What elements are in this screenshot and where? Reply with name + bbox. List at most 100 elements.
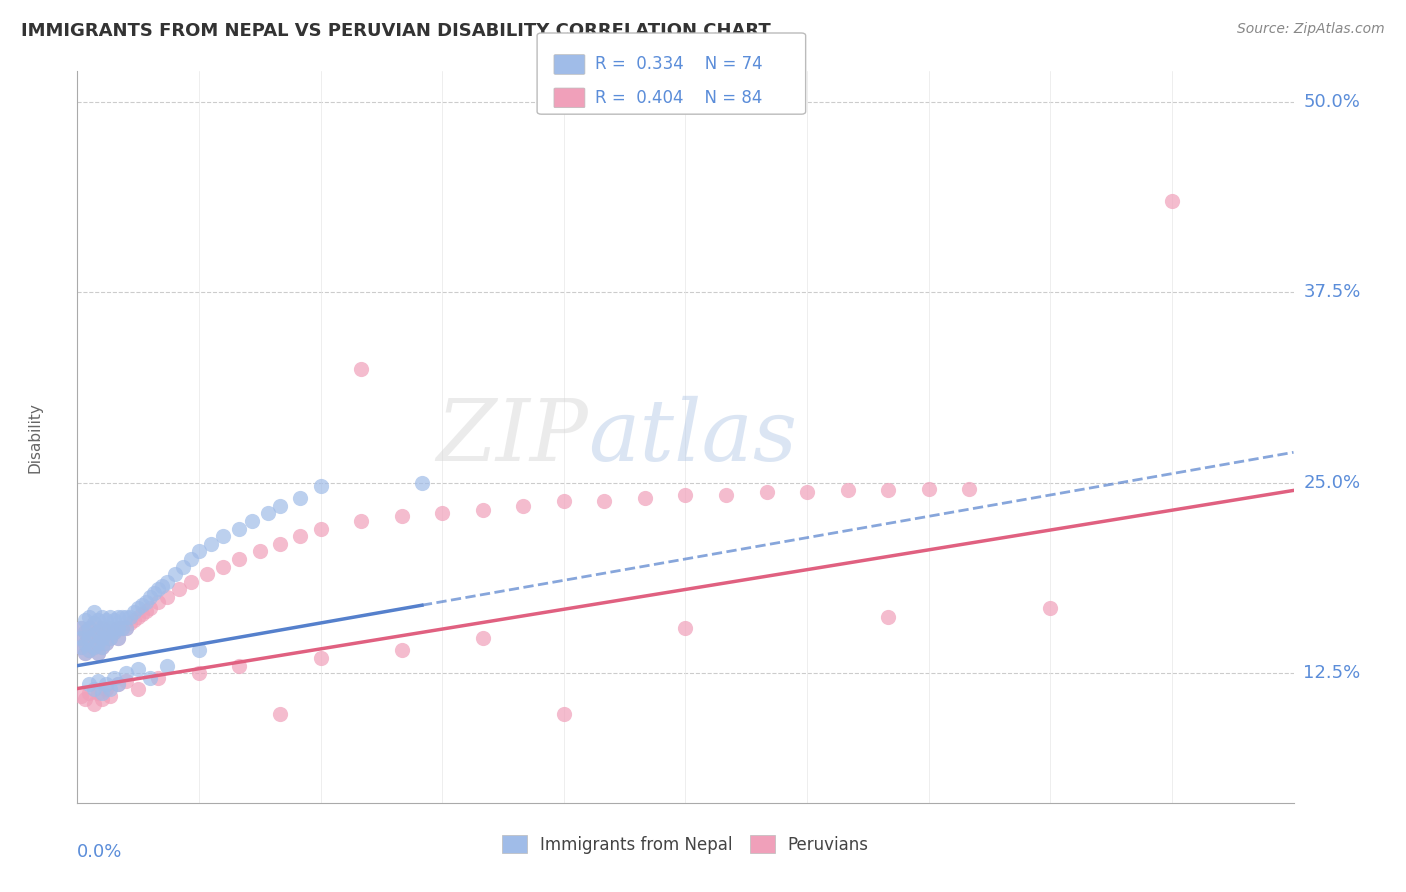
Point: [309, 521, 332, 535]
Point: [70, 621, 93, 635]
Point: [127, 600, 149, 615]
Point: [94, 625, 117, 640]
Point: [90, 640, 112, 655]
Point: [148, 595, 170, 609]
Point: [79, 686, 101, 700]
Point: [90, 621, 112, 635]
Point: [98, 621, 121, 635]
Point: [107, 610, 129, 624]
Point: [257, 506, 280, 520]
Point: [228, 521, 250, 535]
Point: [94, 613, 117, 627]
Point: [83, 640, 105, 655]
Point: [103, 625, 125, 640]
Point: [143, 585, 166, 599]
Point: [70, 621, 93, 635]
Point: [593, 494, 616, 508]
Point: [98, 681, 121, 696]
Point: [228, 552, 250, 566]
Point: [135, 595, 157, 609]
Point: [918, 482, 941, 496]
Point: [107, 632, 129, 646]
Point: [163, 567, 186, 582]
Point: [269, 537, 291, 551]
Point: [180, 552, 202, 566]
Text: Disability: Disability: [27, 401, 42, 473]
Point: [83, 615, 105, 630]
Point: [86, 625, 108, 640]
Point: [75, 636, 97, 650]
Point: [188, 666, 211, 681]
Point: [290, 491, 312, 505]
Point: [75, 625, 97, 640]
Point: [240, 514, 263, 528]
Point: [94, 681, 117, 696]
Point: [127, 662, 149, 676]
Point: [90, 621, 112, 635]
Point: [350, 514, 373, 528]
Point: [86, 647, 108, 661]
Point: [180, 574, 202, 589]
Point: [122, 605, 145, 619]
Point: [70, 632, 93, 646]
Point: [127, 681, 149, 696]
Point: [675, 488, 697, 502]
Point: [75, 647, 97, 661]
Point: [877, 610, 900, 624]
Point: [200, 537, 222, 551]
Point: [94, 636, 117, 650]
Point: [90, 610, 112, 624]
Point: [90, 692, 112, 706]
Point: [118, 610, 141, 624]
Point: [188, 544, 211, 558]
Point: [167, 582, 190, 597]
Point: [309, 651, 332, 665]
Point: [212, 529, 235, 543]
Point: [155, 590, 177, 604]
Point: [172, 559, 194, 574]
Text: 50.0%: 50.0%: [1303, 93, 1360, 111]
Point: [391, 643, 413, 657]
Point: [634, 491, 657, 505]
Point: [139, 590, 162, 604]
Text: R =  0.404    N = 84: R = 0.404 N = 84: [595, 89, 762, 107]
Point: [269, 499, 291, 513]
Point: [212, 559, 235, 574]
Point: [86, 613, 108, 627]
Point: [86, 636, 108, 650]
Point: [152, 579, 174, 593]
Point: [79, 621, 101, 635]
Point: [98, 689, 121, 703]
Point: [1039, 600, 1062, 615]
Point: [115, 666, 138, 681]
Point: [228, 658, 250, 673]
Text: 25.0%: 25.0%: [1303, 474, 1361, 491]
Point: [115, 673, 138, 688]
Point: [131, 607, 153, 621]
Text: IMMIGRANTS FROM NEPAL VS PERUVIAN DISABILITY CORRELATION CHART: IMMIGRANTS FROM NEPAL VS PERUVIAN DISABI…: [21, 22, 770, 40]
Text: atlas: atlas: [588, 396, 797, 478]
Point: [512, 499, 534, 513]
Point: [90, 640, 112, 655]
Point: [290, 529, 312, 543]
Point: [148, 582, 170, 597]
Point: [86, 686, 108, 700]
Point: [127, 610, 149, 624]
Point: [79, 621, 101, 635]
Point: [70, 640, 93, 655]
Point: [471, 632, 494, 646]
Point: [79, 643, 101, 657]
Point: [86, 625, 108, 640]
Point: [98, 621, 121, 635]
Point: [83, 628, 105, 642]
Point: [1161, 194, 1184, 208]
Point: [83, 628, 105, 642]
Point: [269, 707, 291, 722]
Point: [98, 610, 121, 624]
Point: [111, 610, 134, 624]
Point: [195, 567, 218, 582]
Point: [139, 671, 162, 685]
Point: [70, 640, 93, 655]
Point: [553, 707, 575, 722]
Point: [411, 475, 433, 490]
